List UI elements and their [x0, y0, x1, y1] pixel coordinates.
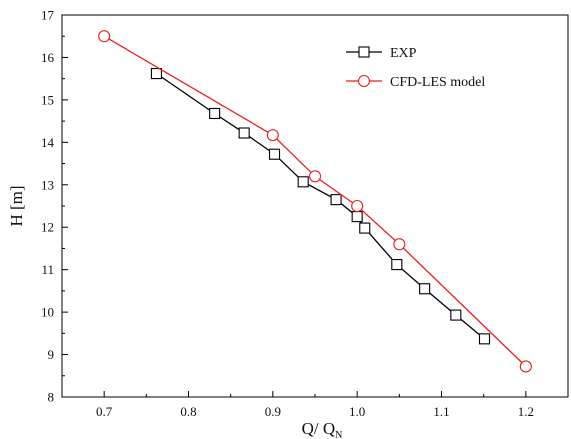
- data-point-square: [150, 68, 163, 80]
- y-axis-title: H [m]: [7, 185, 26, 226]
- y-axis-ticks: 8 9 10 11 12 13 14 15 16 17: [41, 8, 68, 405]
- legend-label: EXP: [390, 46, 417, 61]
- series-cfd-les-model: [98, 30, 532, 373]
- x-axis-title: Q/ QN: [302, 419, 343, 439]
- data-point-square: [268, 148, 281, 160]
- x-tick-label: 1.1: [433, 404, 449, 419]
- legend-entry: CFD-LES model: [346, 74, 485, 90]
- y-tick-label: 15: [41, 92, 54, 107]
- series-exp: [150, 68, 491, 345]
- y-tick-label: 12: [41, 220, 54, 235]
- data-point-square: [419, 283, 431, 295]
- data-point-square: [209, 107, 221, 120]
- legend: EXP CFD-LES model: [346, 46, 485, 90]
- x-tick-label: 0.9: [265, 404, 281, 419]
- y-tick-label: 11: [41, 262, 54, 277]
- legend-entry: EXP: [346, 46, 417, 61]
- x-tick-label: 1.2: [518, 404, 534, 419]
- y-tick-label: 8: [48, 390, 55, 405]
- data-point-square: [330, 194, 342, 206]
- series-line: [156, 73, 485, 340]
- data-point-square: [391, 259, 403, 271]
- x-tick-label: 1.0: [349, 404, 365, 419]
- data-point-square: [478, 333, 491, 345]
- legend-label: CFD-LES model: [390, 75, 485, 90]
- x-axis-title-subscript: N: [335, 430, 342, 439]
- data-point-square: [238, 127, 250, 139]
- legend-marker-square: [358, 46, 370, 58]
- data-point-circle: [519, 360, 532, 373]
- data-point-square: [359, 222, 371, 234]
- y-tick-label: 17: [41, 8, 55, 23]
- x-axis-ticks: 0.7 0.8 0.9 1.0 1.1 1.2: [61, 391, 569, 419]
- y-tick-label: 10: [41, 305, 54, 320]
- data-point-square: [450, 309, 462, 321]
- x-axis-title-main: Q/ Q: [302, 419, 336, 438]
- y-tick-label: 14: [41, 135, 55, 150]
- data-point-circle: [393, 238, 406, 251]
- plot-frame: [61, 14, 569, 398]
- data-point-square: [351, 211, 363, 223]
- data-point-circle: [266, 129, 279, 142]
- data-point-square: [297, 176, 309, 188]
- x-tick-label: 0.7: [96, 404, 113, 419]
- y-tick-label: 9: [48, 347, 55, 362]
- series-layer: [98, 30, 532, 373]
- legend-marker-circle: [357, 74, 371, 88]
- series-line: [103, 35, 527, 367]
- data-point-circle: [98, 30, 111, 43]
- data-point-circle: [351, 199, 364, 213]
- x-tick-label: 0.8: [180, 404, 196, 419]
- data-point-circle: [308, 170, 322, 183]
- y-tick-label: 13: [41, 177, 54, 192]
- y-tick-label: 16: [41, 50, 55, 65]
